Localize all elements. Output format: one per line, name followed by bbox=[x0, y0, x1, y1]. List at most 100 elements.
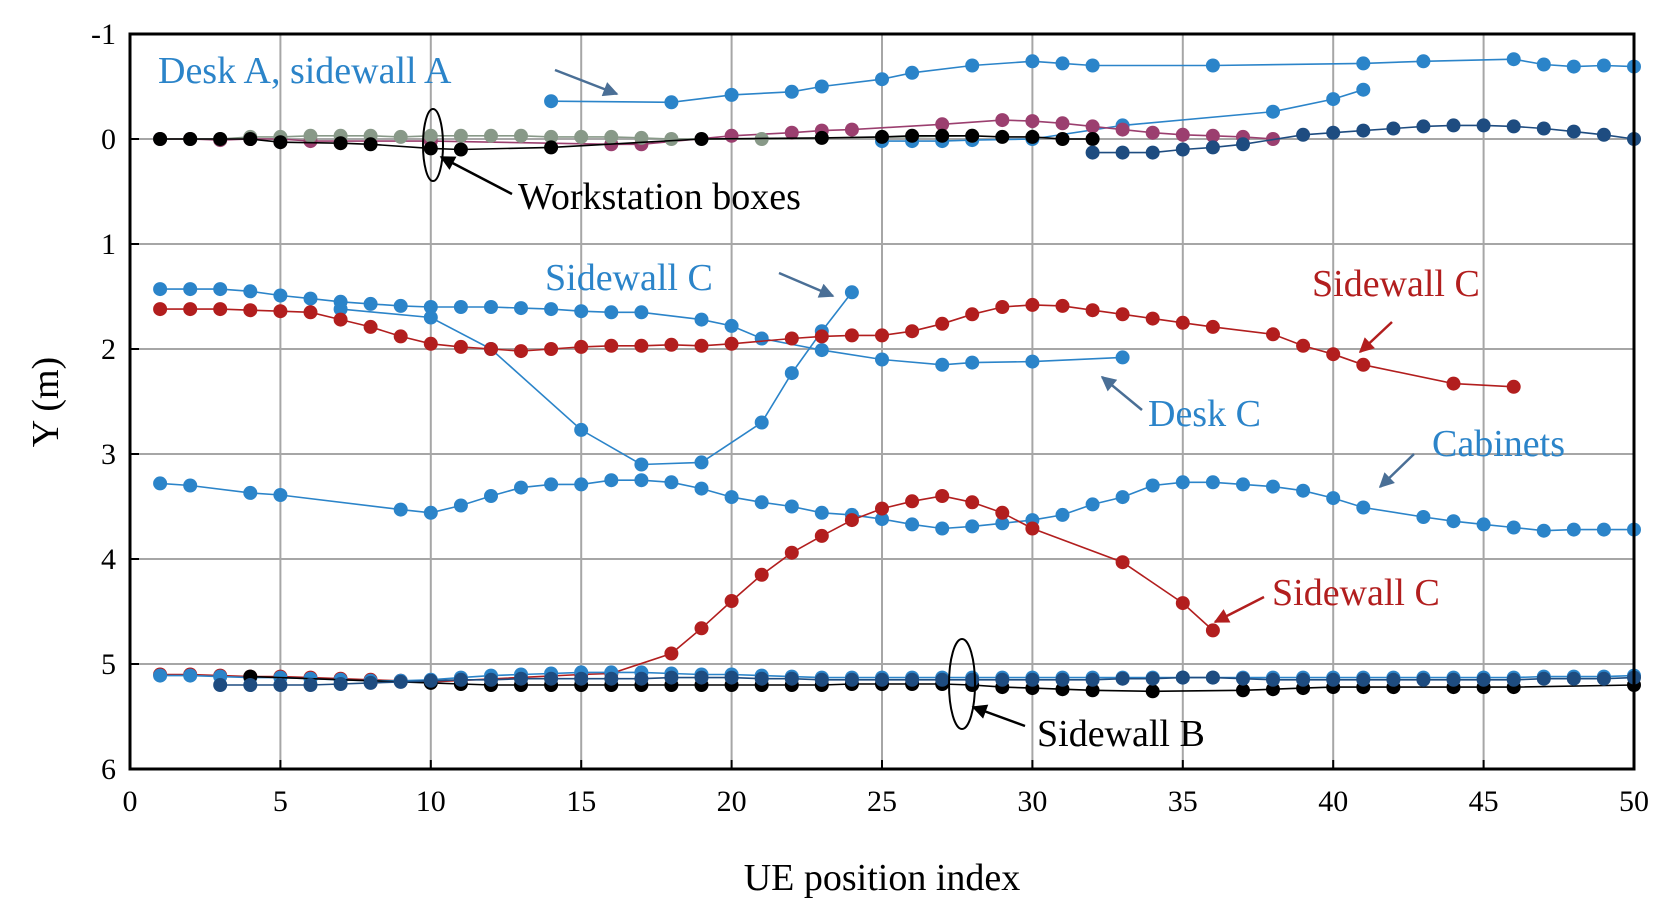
data-point bbox=[1596, 522, 1611, 537]
series-7 bbox=[333, 285, 859, 472]
series-9 bbox=[153, 473, 1641, 538]
data-point bbox=[183, 478, 198, 493]
data-point bbox=[875, 501, 889, 516]
workstation-boxes-ellipse bbox=[422, 108, 444, 182]
data-point bbox=[153, 132, 168, 146]
data-point bbox=[935, 357, 950, 372]
data-point bbox=[875, 512, 889, 527]
data-point bbox=[965, 307, 980, 322]
data-point bbox=[333, 302, 348, 317]
data-point bbox=[724, 336, 739, 351]
y-tick-label: 3 bbox=[101, 438, 116, 471]
data-point bbox=[1506, 379, 1521, 394]
data-point bbox=[1115, 555, 1130, 570]
data-point bbox=[1055, 298, 1070, 313]
data-point bbox=[1085, 58, 1100, 73]
data-point bbox=[1175, 142, 1190, 157]
data-point bbox=[213, 282, 228, 297]
x-tick-label: 25 bbox=[867, 785, 897, 818]
data-point bbox=[1566, 124, 1581, 139]
y-tick-label: 6 bbox=[101, 753, 116, 786]
data-point bbox=[153, 302, 168, 317]
data-point bbox=[1175, 596, 1190, 611]
data-point bbox=[1566, 522, 1581, 537]
data-point bbox=[694, 670, 709, 685]
data-point bbox=[1115, 490, 1130, 505]
data-point bbox=[754, 495, 769, 510]
data-point bbox=[1446, 376, 1461, 391]
data-point bbox=[453, 498, 468, 513]
data-point bbox=[875, 328, 889, 343]
data-point bbox=[1175, 475, 1190, 490]
data-point bbox=[905, 128, 920, 143]
data-point bbox=[1596, 58, 1611, 73]
data-point bbox=[1205, 319, 1220, 334]
data-point bbox=[484, 342, 498, 356]
arrow-desk-a bbox=[554, 68, 619, 97]
data-point bbox=[1326, 125, 1341, 140]
data-point bbox=[814, 672, 829, 687]
data-point bbox=[363, 296, 378, 311]
data-point bbox=[1205, 623, 1220, 638]
data-point bbox=[995, 300, 1010, 314]
y-tick-label: -1 bbox=[91, 18, 116, 51]
ticks bbox=[129, 33, 1635, 770]
data-point bbox=[814, 79, 829, 94]
data-point bbox=[153, 282, 168, 297]
data-point bbox=[1145, 145, 1160, 160]
data-point bbox=[1596, 127, 1611, 142]
data-point bbox=[1416, 672, 1431, 687]
data-point bbox=[183, 302, 198, 317]
data-point bbox=[423, 300, 438, 314]
x-tick-label: 15 bbox=[566, 785, 596, 818]
data-point bbox=[514, 480, 528, 495]
data-point bbox=[1205, 128, 1220, 143]
data-point bbox=[393, 129, 408, 144]
data-point bbox=[1085, 119, 1100, 134]
data-point bbox=[1536, 121, 1551, 136]
data-point bbox=[1356, 82, 1371, 97]
data-point bbox=[1085, 497, 1100, 512]
data-point bbox=[544, 302, 559, 317]
data-point bbox=[544, 671, 559, 686]
data-point bbox=[875, 129, 889, 144]
data-point bbox=[724, 490, 739, 505]
data-point bbox=[844, 513, 859, 528]
data-point bbox=[1205, 475, 1220, 490]
x-axis-label: UE position index bbox=[744, 857, 1021, 899]
data-point bbox=[1296, 483, 1311, 498]
data-point bbox=[574, 477, 589, 492]
data-point bbox=[1326, 491, 1341, 506]
data-point bbox=[1145, 478, 1160, 493]
data-point bbox=[1296, 338, 1311, 353]
data-point bbox=[1386, 121, 1401, 136]
data-point bbox=[1236, 477, 1250, 492]
y-tick-label: 5 bbox=[101, 648, 116, 681]
y-tick-label: 0 bbox=[101, 123, 116, 156]
data-point bbox=[664, 475, 679, 490]
data-point bbox=[243, 303, 258, 318]
data-point bbox=[574, 422, 589, 437]
data-point bbox=[1145, 125, 1160, 140]
data-point bbox=[303, 678, 318, 692]
data-point bbox=[1025, 114, 1040, 129]
annotation-sidewall-c-blue: Sidewall C bbox=[545, 257, 713, 299]
data-point bbox=[1236, 683, 1250, 698]
annotation-desk-c: Desk C bbox=[1148, 393, 1261, 435]
data-point bbox=[1115, 350, 1130, 365]
data-point bbox=[814, 505, 829, 520]
data-point bbox=[183, 282, 198, 297]
annotation-workstation-boxes: Workstation boxes bbox=[518, 176, 801, 218]
data-point bbox=[453, 142, 468, 157]
data-point bbox=[393, 298, 408, 313]
arrow-sidewall-c-red-upper bbox=[1358, 321, 1393, 354]
data-point bbox=[1326, 347, 1341, 362]
x-tick-label: 10 bbox=[416, 785, 446, 818]
data-point bbox=[1476, 672, 1491, 687]
series-line bbox=[160, 119, 1274, 146]
data-point bbox=[423, 128, 438, 143]
data-point bbox=[1205, 140, 1220, 155]
data-point bbox=[814, 130, 829, 145]
series-line bbox=[160, 304, 1514, 388]
data-point bbox=[273, 135, 288, 150]
